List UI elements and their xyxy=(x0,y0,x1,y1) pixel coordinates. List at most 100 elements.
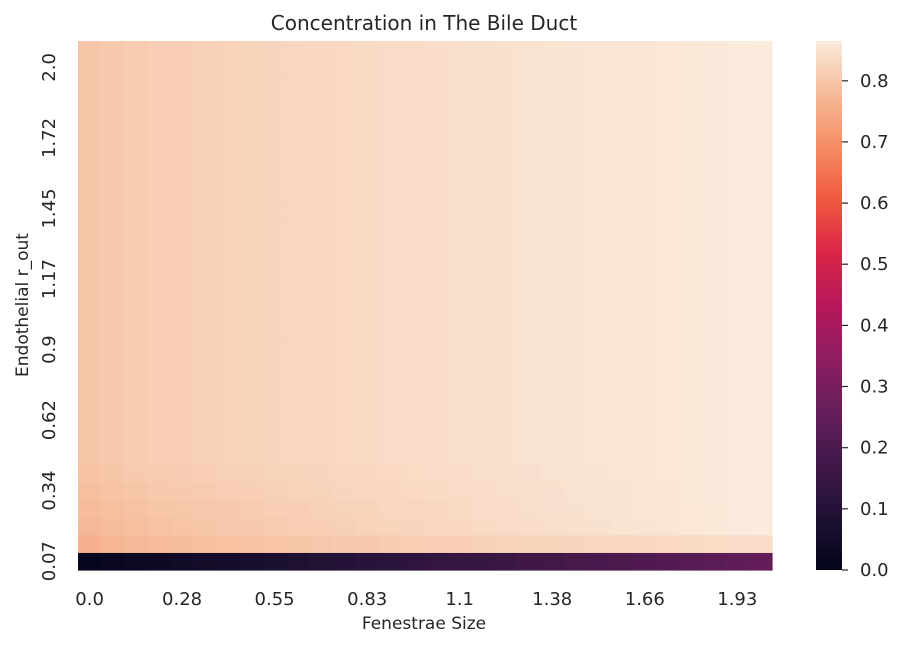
heatmap-cell xyxy=(216,340,241,359)
heatmap-cell xyxy=(286,517,310,536)
heatmap-cell xyxy=(263,393,287,412)
heatmap-cell xyxy=(124,93,148,113)
heatmap-cell xyxy=(401,76,426,95)
heatmap-cell xyxy=(517,252,542,271)
heatmap-cell xyxy=(378,305,403,324)
heatmap-cell xyxy=(239,517,264,536)
heatmap-cell xyxy=(263,499,287,518)
heatmap-cell xyxy=(78,164,102,183)
heatmap-cell xyxy=(239,534,264,553)
heatmap-cell xyxy=(586,376,611,395)
heatmap-cell xyxy=(586,287,611,307)
heatmap-cell xyxy=(193,182,218,201)
heatmap-cell xyxy=(401,552,426,571)
heatmap-cell xyxy=(748,428,773,448)
heatmap-cell xyxy=(517,446,542,465)
heatmap-cell xyxy=(702,305,727,324)
heatmap-cell xyxy=(401,41,426,60)
heatmap-cell xyxy=(540,481,565,501)
heatmap-cell xyxy=(355,428,380,448)
heatmap-cell xyxy=(263,358,287,377)
heatmap-cell xyxy=(216,58,241,77)
heatmap-cell xyxy=(448,234,472,254)
heatmap-cell xyxy=(563,499,588,518)
heatmap-cell xyxy=(725,58,750,77)
heatmap-cell xyxy=(586,393,611,412)
heatmap-cell xyxy=(633,446,657,465)
heatmap-cell xyxy=(725,517,750,536)
colorbar-tick-label: 0.1 xyxy=(860,499,889,520)
heatmap-cell xyxy=(425,234,449,254)
heatmap-cell xyxy=(748,323,773,342)
x-tick-label: 1.38 xyxy=(532,589,572,610)
heatmap-cell xyxy=(748,481,773,501)
heatmap-cell xyxy=(679,340,704,359)
heatmap-cell xyxy=(263,411,287,430)
heatmap-cell xyxy=(517,481,542,501)
heatmap-cell xyxy=(563,464,588,483)
heatmap-cell xyxy=(378,464,403,483)
heatmap-cell xyxy=(633,323,657,342)
heatmap-cell xyxy=(286,93,310,113)
heatmap-cell xyxy=(147,76,172,95)
heatmap-cell xyxy=(748,287,773,307)
heatmap-cell xyxy=(378,534,403,553)
heatmap-cell xyxy=(401,129,426,148)
heatmap-cell xyxy=(170,552,195,571)
heatmap-cell xyxy=(309,146,334,166)
heatmap-cell xyxy=(471,217,495,236)
heatmap-cell xyxy=(656,411,681,430)
heatmap-cell xyxy=(239,358,264,377)
y-tick-label: 1.45 xyxy=(39,188,60,228)
heatmap-cell xyxy=(78,270,102,289)
heatmap-cell xyxy=(563,534,588,553)
heatmap-cell xyxy=(540,287,565,307)
heatmap-cell xyxy=(610,41,634,60)
heatmap-cell xyxy=(332,517,357,536)
heatmap-cell xyxy=(286,129,310,148)
heatmap-cell xyxy=(679,481,704,501)
heatmap-cell xyxy=(586,93,611,113)
heatmap-cell xyxy=(216,41,241,60)
heatmap-cell xyxy=(633,252,657,271)
heatmap-cell xyxy=(494,217,519,236)
heatmap-cell xyxy=(540,340,565,359)
heatmap-cell xyxy=(216,499,241,518)
heatmap-cell xyxy=(725,428,750,448)
heatmap-cell xyxy=(540,552,565,571)
heatmap-cell xyxy=(679,129,704,148)
heatmap-cell xyxy=(401,411,426,430)
y-tick-label: 1.17 xyxy=(39,259,60,299)
heatmap-cell xyxy=(448,464,472,483)
heatmap-cell xyxy=(124,464,148,483)
heatmap-cell xyxy=(679,411,704,430)
heatmap-cell xyxy=(355,340,380,359)
heatmap-cell xyxy=(656,358,681,377)
heatmap-cell xyxy=(101,164,125,183)
heatmap-cell xyxy=(586,234,611,254)
heatmap-cell xyxy=(101,323,125,342)
heatmap-cell xyxy=(193,287,218,307)
heatmap-cell xyxy=(425,199,449,218)
heatmap-cell xyxy=(101,41,125,60)
heatmap-cell xyxy=(471,340,495,359)
heatmap-cell xyxy=(239,41,264,60)
heatmap-cell xyxy=(286,481,310,501)
heatmap-cell xyxy=(286,146,310,166)
heatmap-cell xyxy=(239,481,264,501)
heatmap-cell xyxy=(517,552,542,571)
heatmap-cell xyxy=(633,481,657,501)
heatmap-cell xyxy=(263,76,287,95)
heatmap-cell xyxy=(216,199,241,218)
heatmap-cell xyxy=(425,428,449,448)
heatmap-cell xyxy=(147,340,172,359)
heatmap-cell xyxy=(517,199,542,218)
heatmap-cell xyxy=(702,199,727,218)
heatmap-cell xyxy=(309,305,334,324)
heatmap-cell xyxy=(517,411,542,430)
heatmap-cell xyxy=(494,287,519,307)
heatmap-cell xyxy=(586,199,611,218)
heatmap-cell xyxy=(378,41,403,60)
heatmap-cell xyxy=(263,164,287,183)
heatmap-cell xyxy=(679,93,704,113)
